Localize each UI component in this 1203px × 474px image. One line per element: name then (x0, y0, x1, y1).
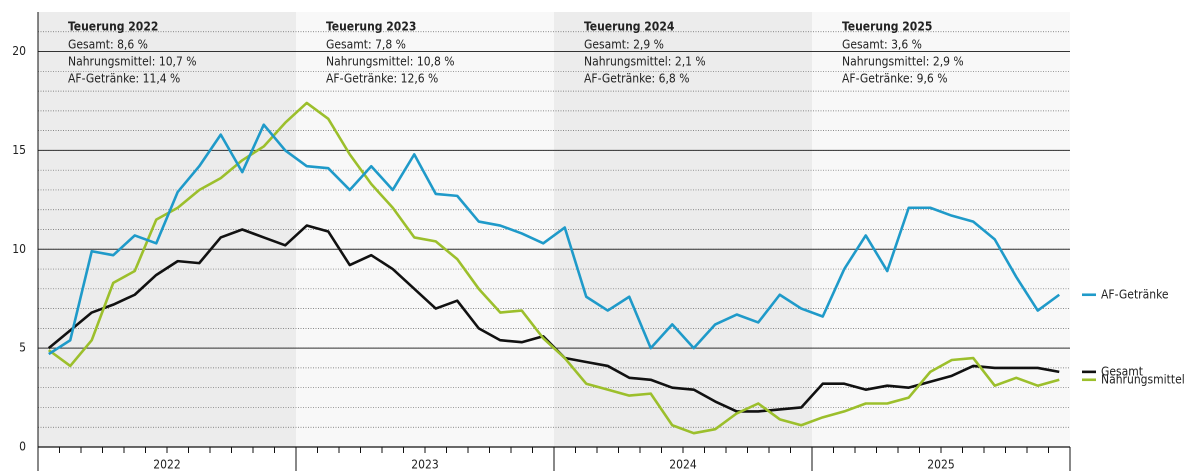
x-tick-label: 2025 (927, 458, 954, 472)
legend-label: Nahrungsmittel (1101, 372, 1185, 386)
annotation-line: Gesamt: 7,8 % (326, 38, 406, 52)
annotation-title: Teuerung 2024 (584, 20, 675, 34)
y-tick-label: 5 (19, 341, 26, 355)
annotation-line: Nahrungsmittel: 10,8 % (326, 55, 455, 69)
annotation-line: Nahrungsmittel: 2,1 % (584, 55, 706, 69)
series-line (48, 123, 1061, 356)
annotation-line: AF-Getränke: 11,4 % (68, 72, 180, 86)
annotation-line: AF-Getränke: 6,8 % (584, 72, 689, 86)
annotation-title: Teuerung 2025 (842, 20, 932, 34)
x-tick-label: 2023 (411, 458, 438, 472)
x-tick-label: 2022 (153, 458, 180, 472)
legend-label: Gesamt (1101, 364, 1143, 378)
annotation-line: Gesamt: 3,6 % (842, 38, 922, 52)
legend-label: AF-Getränke (1101, 287, 1169, 301)
annotation-line: AF-Getränke: 12,6 % (326, 72, 438, 86)
y-tick-label: 20 (12, 44, 26, 58)
x-tick-label: 2024 (669, 458, 697, 472)
annotation-title: Teuerung 2022 (68, 20, 158, 34)
y-tick-label: 15 (12, 143, 26, 157)
series-line (47, 101, 1060, 435)
annotation-line: Nahrungsmittel: 10,7 % (68, 55, 197, 69)
y-tick-label: 0 (19, 440, 26, 454)
annotation-line: Gesamt: 2,9 % (584, 38, 664, 52)
y-tick-label: 10 (12, 242, 26, 256)
annotation-line: AF-Getränke: 9,6 % (842, 72, 947, 86)
annotation-title: Teuerung 2023 (326, 20, 416, 34)
annotation-line: Gesamt: 8,6 % (68, 38, 148, 52)
annotation-line: Nahrungsmittel: 2,9 % (842, 55, 964, 69)
